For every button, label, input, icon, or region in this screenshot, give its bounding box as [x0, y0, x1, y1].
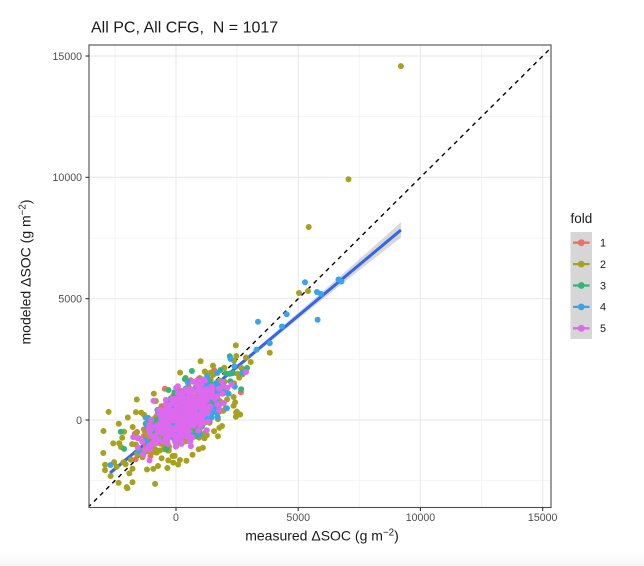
svg-text:fold: fold	[571, 211, 593, 226]
svg-text:10000: 10000	[406, 512, 436, 524]
svg-text:15000: 15000	[528, 512, 558, 524]
svg-text:All PC, All CFG, N = 1017: All PC, All CFG, N = 1017	[91, 20, 278, 37]
svg-text:5: 5	[600, 323, 606, 335]
svg-text:4: 4	[600, 302, 606, 314]
svg-text:modeled ΔSOC (g m−2): modeled ΔSOC (g m−2)	[18, 199, 34, 344]
svg-text:0: 0	[173, 512, 179, 524]
svg-text:1: 1	[600, 238, 606, 250]
svg-text:5000: 5000	[58, 293, 82, 305]
svg-text:5000: 5000	[286, 512, 310, 524]
svg-text:3: 3	[600, 280, 606, 292]
svg-text:0: 0	[76, 415, 82, 427]
svg-text:2: 2	[600, 259, 606, 271]
svg-text:15000: 15000	[53, 51, 83, 63]
svg-text:measured ΔSOC (g m−2): measured ΔSOC (g m−2)	[245, 527, 399, 543]
svg-text:10000: 10000	[53, 172, 83, 184]
